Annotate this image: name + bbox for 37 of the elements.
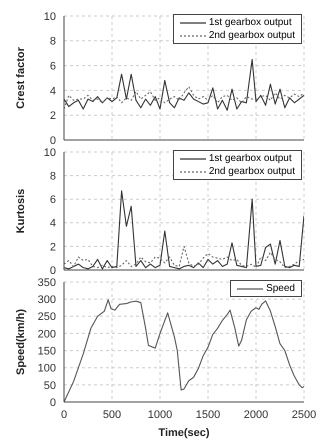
y-tick-label: 8 — [50, 170, 56, 183]
y-tick-label: 350 — [38, 276, 56, 289]
y-tick-label: 6 — [50, 194, 56, 206]
y-axis-title: Kurtosis — [14, 188, 27, 234]
legend-label: 1st gearbox output — [208, 152, 292, 165]
y-tick-label: 10 — [44, 10, 56, 23]
y-tick-label: 2 — [50, 110, 56, 122]
y-tick-label: 150 — [38, 345, 56, 358]
y-tick-label: 4 — [50, 85, 56, 98]
y-tick-label: 6 — [50, 60, 56, 73]
y-tick-label: 100 — [38, 362, 56, 375]
x-axis-title: Time(sec) — [158, 427, 210, 439]
x-tick-label: 0 — [60, 408, 68, 421]
y-tick-label: 4 — [50, 218, 56, 230]
legend-label: Speed — [266, 282, 295, 295]
y-tick-label: 2 — [50, 241, 56, 254]
legend-label: 2nd gearbox output — [208, 29, 295, 42]
x-tick-label: 1500 — [196, 408, 220, 421]
y-axis-title: Speed(km/h) — [14, 308, 27, 376]
y-tick-label: 10 — [44, 146, 56, 159]
y-tick-label: 0 — [50, 134, 56, 147]
y-tick-label: 50 — [44, 380, 56, 392]
legend-label: 2nd gearbox output — [208, 165, 295, 178]
x-tick-label: 500 — [102, 408, 122, 421]
x-tick-label: 2000 — [244, 408, 268, 421]
x-tick-label: 2500 — [292, 408, 316, 421]
y-tick-label: 250 — [38, 311, 56, 324]
y-tick-label: 0 — [50, 396, 56, 409]
line-series — [64, 86, 304, 110]
x-tick-label: 1000 — [148, 408, 172, 421]
y-tick-label: 200 — [38, 328, 56, 340]
y-tick-label: 0 — [50, 264, 56, 277]
y-axis-title: Crest factor — [14, 46, 27, 109]
y-tick-label: 300 — [38, 294, 56, 306]
legend-label: 1st gearbox output — [208, 16, 292, 29]
line-series — [64, 58, 304, 111]
y-tick-label: 8 — [50, 36, 56, 48]
